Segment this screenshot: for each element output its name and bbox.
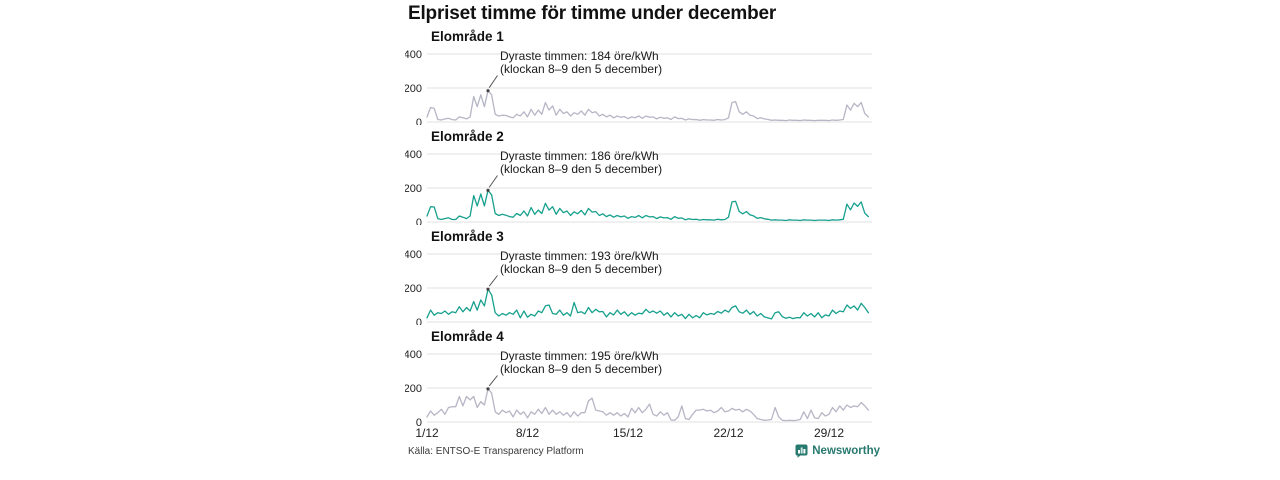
newsworthy-link[interactable]: Newsworthy bbox=[795, 444, 880, 458]
annotation-line2: (klockan 8–9 den 5 december) bbox=[500, 262, 662, 276]
page-title: Elpriset timme för timme under december bbox=[408, 3, 777, 24]
line-chart: 400 200 0 Dyraste timmen: 193 öre/kWh (k… bbox=[405, 249, 872, 325]
chart-panel-elomrade-3: Elområde 3 400 200 0 Dyraste timmen: 193… bbox=[405, 229, 879, 325]
chart-panel-elomrade-1: Elområde 1 400 200 0 Dyraste timmen: 184… bbox=[405, 29, 879, 125]
chart-title: Elområde 1 bbox=[431, 29, 504, 44]
x-tick-8-12: 8/12 bbox=[516, 426, 540, 440]
y-tick-200: 200 bbox=[405, 383, 422, 395]
peak-marker-dot bbox=[486, 89, 490, 93]
y-tick-400: 400 bbox=[405, 249, 422, 261]
chart-figure: Elpriset timme för timme under december … bbox=[405, 0, 880, 458]
x-tick-29-12: 29/12 bbox=[814, 426, 844, 440]
peak-marker-dot bbox=[486, 188, 490, 192]
chart-panel-elomrade-2: Elområde 2 400 200 0 Dyraste timmen: 186… bbox=[405, 129, 879, 225]
annotation-line2: (klockan 8–9 den 5 december) bbox=[500, 62, 662, 76]
y-tick-400: 400 bbox=[405, 349, 422, 361]
peak-marker-dot bbox=[486, 387, 490, 391]
annotation-line1: Dyraste timmen: 184 öre/kWh bbox=[500, 49, 659, 63]
y-tick-400: 400 bbox=[405, 49, 422, 61]
price-line bbox=[426, 189, 870, 222]
peak-annotation: Dyraste timmen: 193 öre/kWh (klockan 8–9… bbox=[486, 249, 662, 291]
annotation-pointer-line bbox=[488, 75, 498, 88]
annotation-line1: Dyraste timmen: 195 öre/kWh bbox=[500, 349, 659, 363]
chart-title: Elområde 4 bbox=[431, 329, 504, 344]
annotation-line1: Dyraste timmen: 186 öre/kWh bbox=[500, 149, 659, 163]
y-tick-200: 200 bbox=[405, 183, 422, 195]
annotation-line2: (klockan 8–9 den 5 december) bbox=[500, 162, 662, 176]
chart-footer: Källa: ENTSO-E Transparency Platform New… bbox=[405, 444, 880, 458]
annotation-line2: (klockan 8–9 den 5 december) bbox=[500, 362, 662, 376]
line-chart: 400 200 0 Dyraste timmen: 195 öre/kWh (k… bbox=[405, 349, 872, 440]
chart-title: Elområde 3 bbox=[431, 229, 504, 244]
price-line bbox=[426, 388, 870, 422]
annotation-pointer-line bbox=[488, 175, 498, 188]
peak-annotation: Dyraste timmen: 195 öre/kWh (klockan 8–9… bbox=[486, 349, 662, 391]
peak-annotation: Dyraste timmen: 184 öre/kWh (klockan 8–9… bbox=[486, 49, 662, 93]
x-tick-15-12: 15/12 bbox=[613, 426, 643, 440]
brand-name: Newsworthy bbox=[812, 445, 880, 457]
y-tick-0: 0 bbox=[416, 217, 422, 225]
chart-title: Elområde 2 bbox=[431, 129, 504, 144]
y-tick-0: 0 bbox=[416, 117, 422, 125]
line-chart: 400 200 0 Dyraste timmen: 186 öre/kWh (k… bbox=[405, 149, 872, 225]
annotation-pointer-line bbox=[488, 275, 498, 287]
peak-marker-dot bbox=[486, 287, 490, 291]
chart-panel-elomrade-4: Elområde 4 400 200 0 Dyraste timmen: 195… bbox=[405, 329, 879, 442]
annotation-line1: Dyraste timmen: 193 öre/kWh bbox=[500, 249, 659, 263]
source-note: Källa: ENTSO-E Transparency Platform bbox=[408, 445, 584, 457]
y-tick-400: 400 bbox=[405, 149, 422, 161]
price-line bbox=[426, 288, 870, 320]
peak-annotation: Dyraste timmen: 186 öre/kWh (klockan 8–9… bbox=[486, 149, 662, 192]
x-tick-22-12: 22/12 bbox=[713, 426, 743, 440]
y-tick-0: 0 bbox=[416, 317, 422, 325]
y-tick-0: 0 bbox=[416, 417, 422, 429]
annotation-pointer-line bbox=[488, 375, 498, 387]
x-tick-1-12: 1/12 bbox=[415, 426, 439, 440]
price-line bbox=[426, 90, 870, 122]
y-tick-200: 200 bbox=[405, 83, 422, 95]
line-chart: 400 200 0 Dyraste timmen: 184 öre/kWh (k… bbox=[405, 49, 872, 125]
bar-chart-speech-bubble-icon bbox=[795, 444, 808, 458]
y-tick-200: 200 bbox=[405, 283, 422, 295]
